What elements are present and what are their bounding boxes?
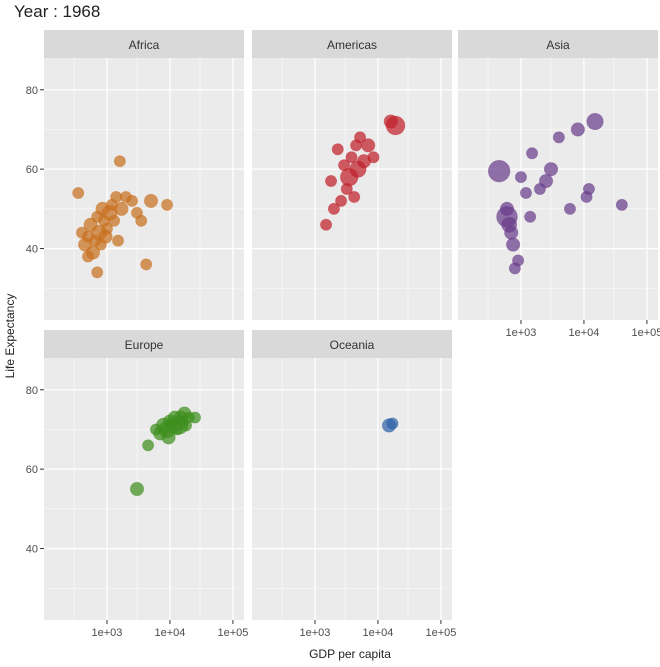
data-point xyxy=(335,194,348,207)
y-tick-label: 80 xyxy=(26,385,38,397)
y-tick-label: 80 xyxy=(26,85,38,97)
facet-strip xyxy=(252,330,452,358)
facet-strip-label: Africa xyxy=(129,38,160,52)
data-point xyxy=(129,481,145,497)
x-axis-label: GDP per capita xyxy=(309,647,391,661)
data-point xyxy=(140,258,153,271)
y-tick-label: 60 xyxy=(26,464,38,476)
x-tick-label: 1e+05 xyxy=(217,627,248,639)
data-point xyxy=(519,186,532,199)
facet-points xyxy=(487,112,628,275)
data-point xyxy=(108,214,121,227)
data-point xyxy=(142,439,155,452)
facet-strip-label: Asia xyxy=(546,38,570,52)
data-point xyxy=(504,225,519,240)
data-point xyxy=(113,155,126,168)
facet-strip xyxy=(44,30,244,58)
data-point xyxy=(112,234,125,247)
facet-europe: Europe 40 60 80 1e+03 1e+04 1e+05 xyxy=(26,330,248,639)
y-tick-label: 60 xyxy=(26,164,38,176)
facet-strip xyxy=(44,330,244,358)
data-point xyxy=(586,112,604,131)
data-point xyxy=(506,237,521,252)
facet-oceania: Oceania 1e+03 1e+04 1e+05 xyxy=(252,330,456,639)
data-point xyxy=(615,198,628,211)
facet-strip-label: Oceania xyxy=(330,338,375,352)
data-point xyxy=(161,198,174,211)
data-point xyxy=(499,201,515,216)
facet-points xyxy=(129,406,201,497)
facet-panel xyxy=(458,58,658,320)
data-point xyxy=(114,201,129,216)
facet-panel xyxy=(44,358,244,620)
data-point xyxy=(487,159,511,183)
data-point xyxy=(135,214,148,227)
data-point xyxy=(143,193,159,208)
x-tick-label: 1e+03 xyxy=(300,627,331,639)
data-point xyxy=(580,190,593,203)
data-point xyxy=(161,430,176,445)
chart-title: Year : 1968 xyxy=(14,2,101,21)
data-point xyxy=(361,138,376,153)
x-tick-label: 1e+04 xyxy=(362,627,393,639)
data-point xyxy=(345,151,358,164)
data-point xyxy=(149,423,162,436)
data-point xyxy=(512,254,525,267)
data-point xyxy=(524,210,537,223)
data-point xyxy=(100,222,113,235)
data-point xyxy=(386,417,399,430)
facet-strip xyxy=(252,30,452,58)
data-point xyxy=(526,147,539,160)
data-point xyxy=(385,115,406,136)
data-point xyxy=(563,202,576,215)
y-tick-label: 40 xyxy=(26,544,38,556)
data-point xyxy=(543,162,559,177)
data-point xyxy=(354,131,367,144)
data-point xyxy=(91,266,104,279)
data-point xyxy=(188,411,201,424)
x-tick-label: 1e+04 xyxy=(154,627,185,639)
data-point xyxy=(367,151,380,164)
x-tick-label: 1e+03 xyxy=(506,327,537,339)
facet-points xyxy=(72,155,174,279)
data-point xyxy=(82,250,95,263)
facet-points xyxy=(320,114,406,231)
facet-panel xyxy=(252,358,452,620)
data-point xyxy=(320,218,333,231)
x-tick-label: 1e+05 xyxy=(425,627,456,639)
y-tick-label: 40 xyxy=(26,244,38,256)
data-point xyxy=(126,194,139,207)
facet-asia: Asia 1e+03 1e+04 1e+05 xyxy=(458,30,660,339)
facet-africa: Africa 40 60 80 xyxy=(26,30,244,320)
data-point xyxy=(348,190,361,203)
facet-americas: Americas xyxy=(252,30,452,320)
data-point xyxy=(514,171,527,184)
x-tick-label: 1e+04 xyxy=(568,327,599,339)
data-point xyxy=(331,143,344,156)
data-point xyxy=(570,122,585,137)
data-point xyxy=(325,175,338,188)
data-point xyxy=(552,131,565,144)
x-tick-label: 1e+03 xyxy=(92,627,123,639)
facet-strip-label: Americas xyxy=(327,38,377,52)
facet-strip xyxy=(458,30,658,58)
x-tick-label: 1e+05 xyxy=(631,327,660,339)
data-point xyxy=(72,186,85,199)
facet-strip-label: Europe xyxy=(125,338,164,352)
y-axis-label: Life Expectancy xyxy=(3,293,17,379)
data-point xyxy=(538,173,554,189)
facet-points xyxy=(381,417,399,433)
data-point xyxy=(327,202,340,215)
